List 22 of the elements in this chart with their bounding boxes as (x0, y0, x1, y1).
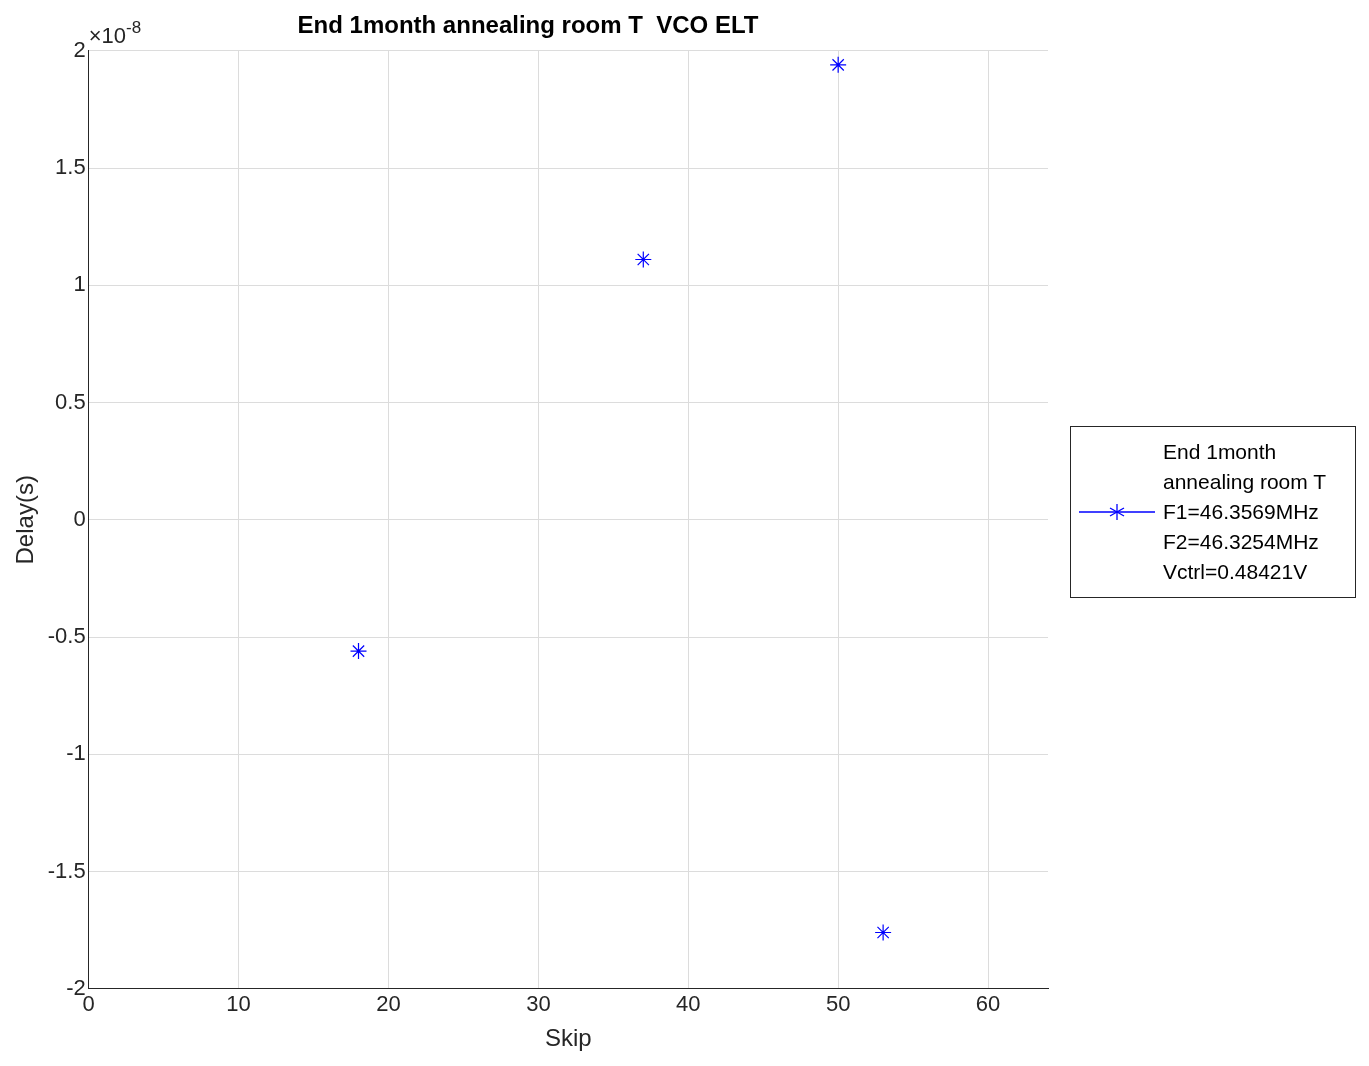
y-axis-title: Delay(s) (11, 475, 39, 565)
y-tick-label: -0.5 (47, 623, 86, 649)
x-tick-label: 20 (376, 991, 401, 1017)
y-tick-label: 0.5 (55, 388, 86, 414)
y-tick-label: 2 (73, 36, 86, 62)
y-tick-label: 1.5 (55, 154, 86, 180)
x-tick-label: 40 (676, 991, 701, 1017)
x-tick-label: 10 (226, 991, 251, 1017)
y-tick-label: -1.5 (47, 857, 86, 883)
x-tick-label: 30 (526, 991, 551, 1017)
x-tick-label: 50 (825, 991, 851, 1017)
point (634, 250, 652, 269)
y-tick-label: 1 (73, 271, 86, 297)
point (874, 923, 892, 942)
point (829, 56, 847, 74)
y-tick-label: -1 (66, 740, 86, 766)
chart-title: End 1month annealing room T VCO ELT (297, 11, 759, 39)
y-tick-label: 0 (73, 505, 86, 531)
x-tick-label: 60 (975, 991, 1001, 1017)
point (349, 642, 368, 660)
x-axis-title: Skip (545, 1024, 592, 1052)
legend-label: End 1month annealing room T F1=46.3569MHz F2=46.3254MHz Vctrl=0.48421V (1163, 439, 1327, 585)
